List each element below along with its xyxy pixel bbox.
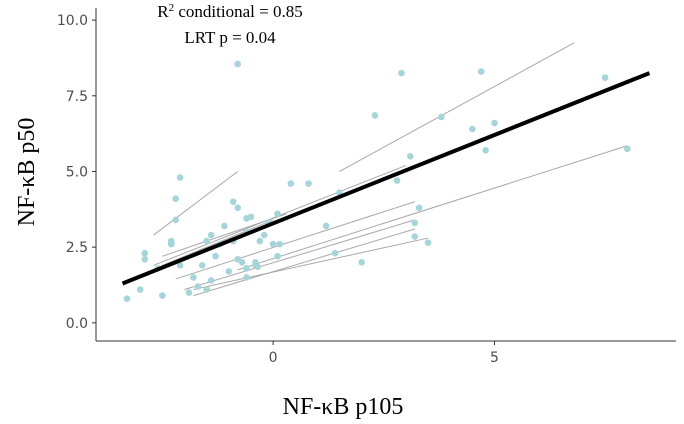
data-point-11 [176,174,184,181]
data-point-38 [243,265,250,272]
data-point-65 [601,74,609,81]
group-line-9 [193,237,429,291]
data-point-48 [322,222,330,230]
y-axis-title: NF-κB p50 [14,118,40,227]
data-point-59 [424,239,432,246]
data-point-9 [172,216,179,224]
data-point-13 [185,289,193,296]
data-point-37 [243,274,250,281]
data-point-60 [438,113,445,121]
data-point-15 [194,283,202,290]
group-line-4 [339,42,575,172]
data-points [123,60,631,302]
data-point-66 [623,145,631,153]
data-point-64 [491,119,498,127]
data-point-6 [159,292,166,299]
data-point-17 [203,237,210,245]
data-point-63 [482,146,489,154]
data-point-36 [234,60,241,68]
data-point-3 [141,255,149,263]
data-point-56 [411,219,419,227]
group-line-1 [153,171,238,236]
x-tick-label-1: 0 [269,350,278,366]
data-point-14 [190,274,197,281]
data-point-8 [167,237,175,245]
data-point-49 [331,249,339,257]
x-tick-label-2: 5 [490,350,499,366]
data-point-18 [203,286,210,293]
data-point-28 [238,258,246,266]
data-point-23 [221,222,228,230]
data-point-53 [393,177,401,184]
axes: 0.0 2.5 5.0 7.5 10.0 0 5 [57,8,676,366]
data-point-62 [477,68,485,75]
data-point-21 [212,252,219,260]
r2-annotation: R2 conditional = 0.85 [157,2,302,21]
data-point-20 [207,231,215,239]
y-tick-label-1: 0.0 [66,316,88,332]
group-line-6 [175,201,415,280]
group-line-10 [237,145,628,271]
r2-text: conditional = 0.85 [174,2,303,21]
data-point-12 [176,262,184,269]
lrt-annotation: LRT p = 0.04 [184,28,276,47]
data-point-26 [234,204,241,212]
data-point-19 [207,277,215,284]
r2-superscript: 2 [169,2,175,14]
data-point-4 [141,249,149,257]
data-point-45 [276,240,284,248]
y-tick-label-3: 5.0 [66,164,88,180]
data-point-43 [274,210,281,218]
data-point-51 [358,258,365,266]
data-point-54 [398,69,405,77]
data-point-42 [269,240,277,248]
data-point-33 [256,237,264,245]
group-line-7 [184,219,415,291]
data-point-2 [136,286,144,293]
y-tick-label-5: 10.0 [57,13,88,29]
data-point-34 [260,231,268,239]
data-point-58 [415,204,423,212]
data-point-1 [123,295,131,302]
data-point-40 [243,215,250,222]
r2-prefix: R [157,2,169,21]
data-point-55 [407,153,414,160]
data-point-41 [229,198,237,206]
data-point-10 [172,195,179,203]
data-point-52 [371,112,379,119]
fit-line [121,71,651,286]
y-tick-label-2: 2.5 [66,240,88,256]
y-tick-label-4: 7.5 [66,89,88,105]
data-point-61 [469,125,476,133]
data-point-16 [198,262,206,269]
data-point-24 [225,268,233,275]
data-point-44 [274,252,281,260]
data-point-47 [305,180,312,187]
x-axis-title: NF-κB p105 [283,394,404,420]
overall-fit-line [121,71,651,286]
data-point-57 [411,233,419,240]
group-regression-lines [153,42,628,297]
data-point-39 [254,263,261,271]
data-point-46 [287,180,295,187]
group-line-8 [193,228,415,297]
